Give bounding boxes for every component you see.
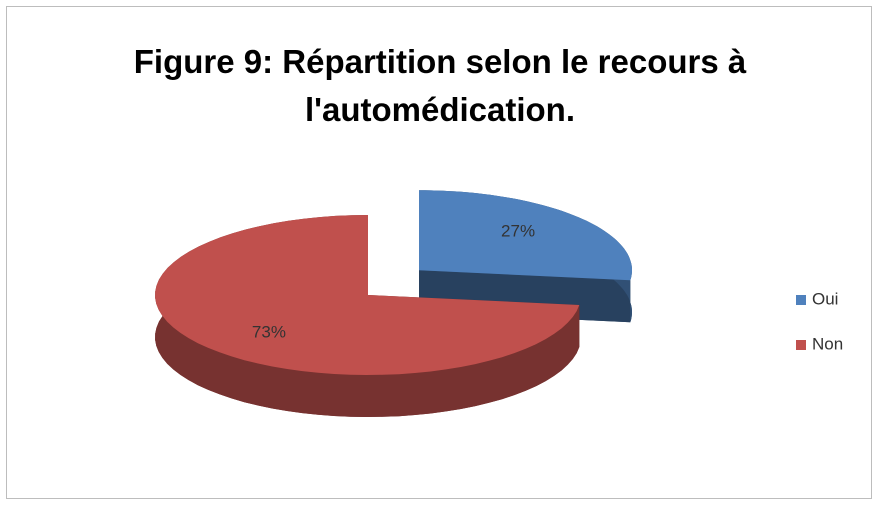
legend-swatch [796, 340, 806, 350]
slice-top [155, 215, 580, 375]
legend-label: Non [812, 334, 843, 353]
legend-swatch [796, 295, 806, 305]
slice-top [419, 190, 632, 281]
chart-title: Figure 9: Répartition selon le recours à… [133, 43, 747, 128]
legend-label: Oui [812, 289, 838, 308]
data-label: 27% [501, 222, 535, 241]
data-label: 73% [252, 323, 286, 342]
